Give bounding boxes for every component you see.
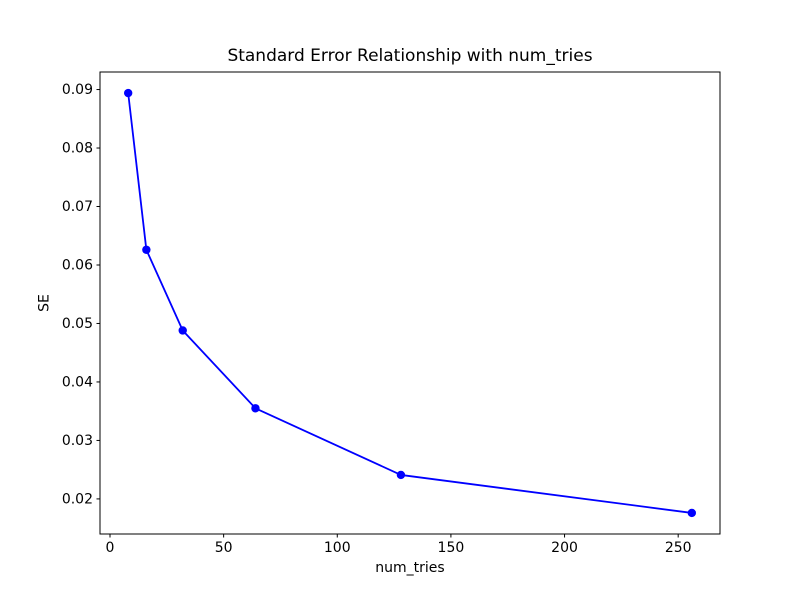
axes-spines <box>99 71 721 535</box>
y-axis-label: SE <box>36 294 53 312</box>
x-tick-label: 150 <box>438 540 465 556</box>
y-tick-label: 0.09 <box>62 82 93 98</box>
x-tick-label: 200 <box>551 540 578 556</box>
y-tick-label: 0.04 <box>62 374 93 390</box>
data-point-marker <box>396 470 406 480</box>
data-point-marker <box>251 404 260 413</box>
data-point-marker <box>142 245 151 254</box>
y-tick-label: 0.06 <box>62 257 93 273</box>
x-tick-label: 100 <box>324 540 351 556</box>
y-tick-label: 0.08 <box>62 141 93 157</box>
y-tick-label: 0.07 <box>62 199 93 215</box>
y-tick-label: 0.02 <box>62 491 93 507</box>
x-axis-label: num_tries <box>375 560 445 576</box>
x-tick-label: 250 <box>665 540 692 556</box>
series-line <box>127 92 693 514</box>
data-point-marker <box>178 326 187 335</box>
chart-title: Standard Error Relationship with num_tri… <box>227 46 593 66</box>
data-point-marker <box>123 88 133 98</box>
y-tick-label: 0.05 <box>62 316 93 332</box>
y-tick-label: 0.03 <box>62 433 93 449</box>
x-tick-label: 50 <box>215 540 233 556</box>
x-tick-label: 0 <box>106 540 115 556</box>
data-point-marker <box>687 508 697 518</box>
